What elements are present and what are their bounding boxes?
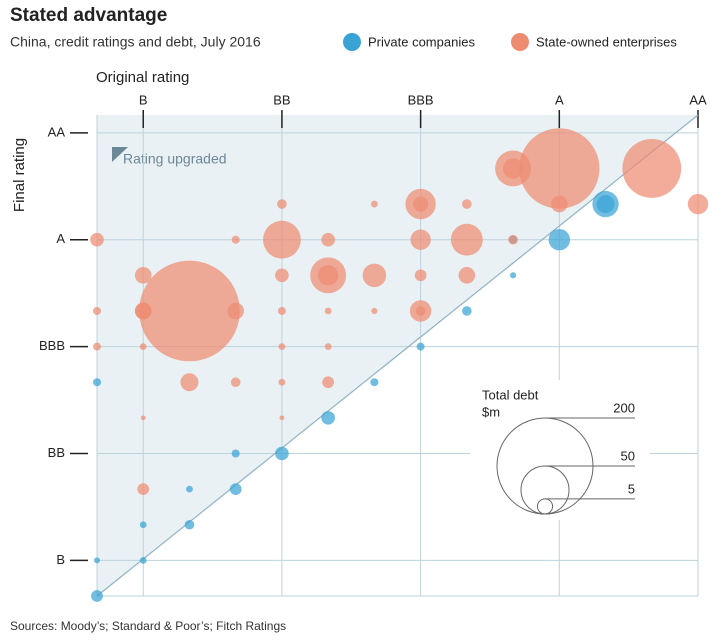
bubble — [371, 307, 378, 314]
bubble — [137, 483, 150, 495]
bubble — [413, 196, 429, 212]
x-axis-title: Original rating — [96, 69, 189, 86]
bubble — [510, 272, 517, 279]
y-tick-label: A — [56, 231, 65, 246]
bubble — [462, 306, 472, 316]
size-legend-label: 50 — [621, 448, 635, 463]
bubble — [370, 378, 379, 387]
bubble — [134, 267, 152, 284]
size-legend-label: 200 — [613, 400, 635, 415]
bubble — [180, 373, 199, 392]
bubble — [134, 302, 152, 320]
bubble — [550, 195, 568, 213]
bubble — [92, 306, 102, 315]
bubble — [321, 411, 335, 425]
bubble — [263, 220, 301, 259]
bubble — [279, 415, 285, 421]
bubble — [186, 485, 193, 493]
bubble — [548, 228, 571, 251]
bubble — [275, 446, 289, 461]
size-legend-title: Total debt — [482, 387, 539, 402]
size-legend-label: 5 — [628, 481, 635, 496]
bubble — [139, 260, 240, 362]
y-axis-title: Final rating — [11, 138, 28, 212]
bubble — [275, 268, 289, 283]
bubble — [184, 519, 195, 530]
bubble — [502, 158, 524, 179]
legend-label: Private companies — [368, 34, 475, 49]
size-legend-unit: $m — [482, 404, 500, 419]
bubble — [450, 223, 483, 256]
bubble — [227, 302, 245, 320]
bubble — [229, 483, 242, 495]
y-tick-label: BBB — [39, 338, 65, 353]
x-tick-label: B — [139, 92, 148, 107]
bubble — [139, 521, 147, 529]
bubble — [415, 306, 426, 316]
bubble — [324, 343, 332, 350]
bubble — [91, 590, 103, 602]
bubble — [462, 199, 472, 209]
bubble — [90, 232, 104, 247]
bubble — [458, 267, 476, 284]
bubble — [231, 235, 240, 244]
bubble — [93, 557, 101, 564]
y-tick-label: B — [56, 552, 65, 567]
bubble — [687, 193, 709, 215]
bubble — [322, 376, 335, 389]
bubble — [92, 342, 102, 351]
series — [90, 128, 709, 495]
bubble — [508, 234, 518, 245]
x-tick-label: BBB — [408, 92, 434, 107]
bubble — [321, 232, 335, 247]
bubble — [139, 343, 147, 350]
legend-label: State-owned enterprises — [536, 34, 677, 49]
y-tick-label: BB — [48, 445, 65, 460]
series — [91, 190, 619, 602]
legend-marker — [343, 33, 361, 51]
bubble — [92, 378, 102, 387]
bubble — [596, 195, 615, 214]
bubble — [324, 307, 332, 315]
x-tick-label: AA — [689, 92, 707, 107]
bubble — [519, 128, 600, 209]
bubble — [278, 378, 286, 386]
bubble — [139, 556, 147, 564]
chart-title: Stated advantage — [10, 5, 167, 26]
bubble — [317, 265, 339, 286]
x-tick-label: A — [555, 92, 564, 107]
bubble — [410, 229, 431, 250]
y-tick-label: AA — [48, 124, 66, 139]
bubble — [140, 415, 146, 421]
bubble — [278, 343, 286, 350]
bubble — [416, 342, 425, 351]
chart-subtitle: China, credit ratings and debt, July 201… — [10, 34, 261, 50]
legend-marker — [511, 33, 529, 51]
bubble — [277, 199, 287, 209]
bubble — [230, 377, 241, 388]
bubble — [277, 306, 286, 315]
bubble — [362, 263, 387, 288]
x-tick-label: BB — [273, 92, 290, 107]
bubble — [622, 139, 682, 198]
bubble — [370, 200, 378, 208]
annotation-icon — [112, 147, 128, 162]
bubble — [414, 269, 427, 282]
annotation: Rating upgraded — [123, 151, 227, 167]
source: Sources: Moody’s; Standard & Poor’s; Fit… — [10, 619, 286, 633]
bubble — [231, 449, 240, 458]
